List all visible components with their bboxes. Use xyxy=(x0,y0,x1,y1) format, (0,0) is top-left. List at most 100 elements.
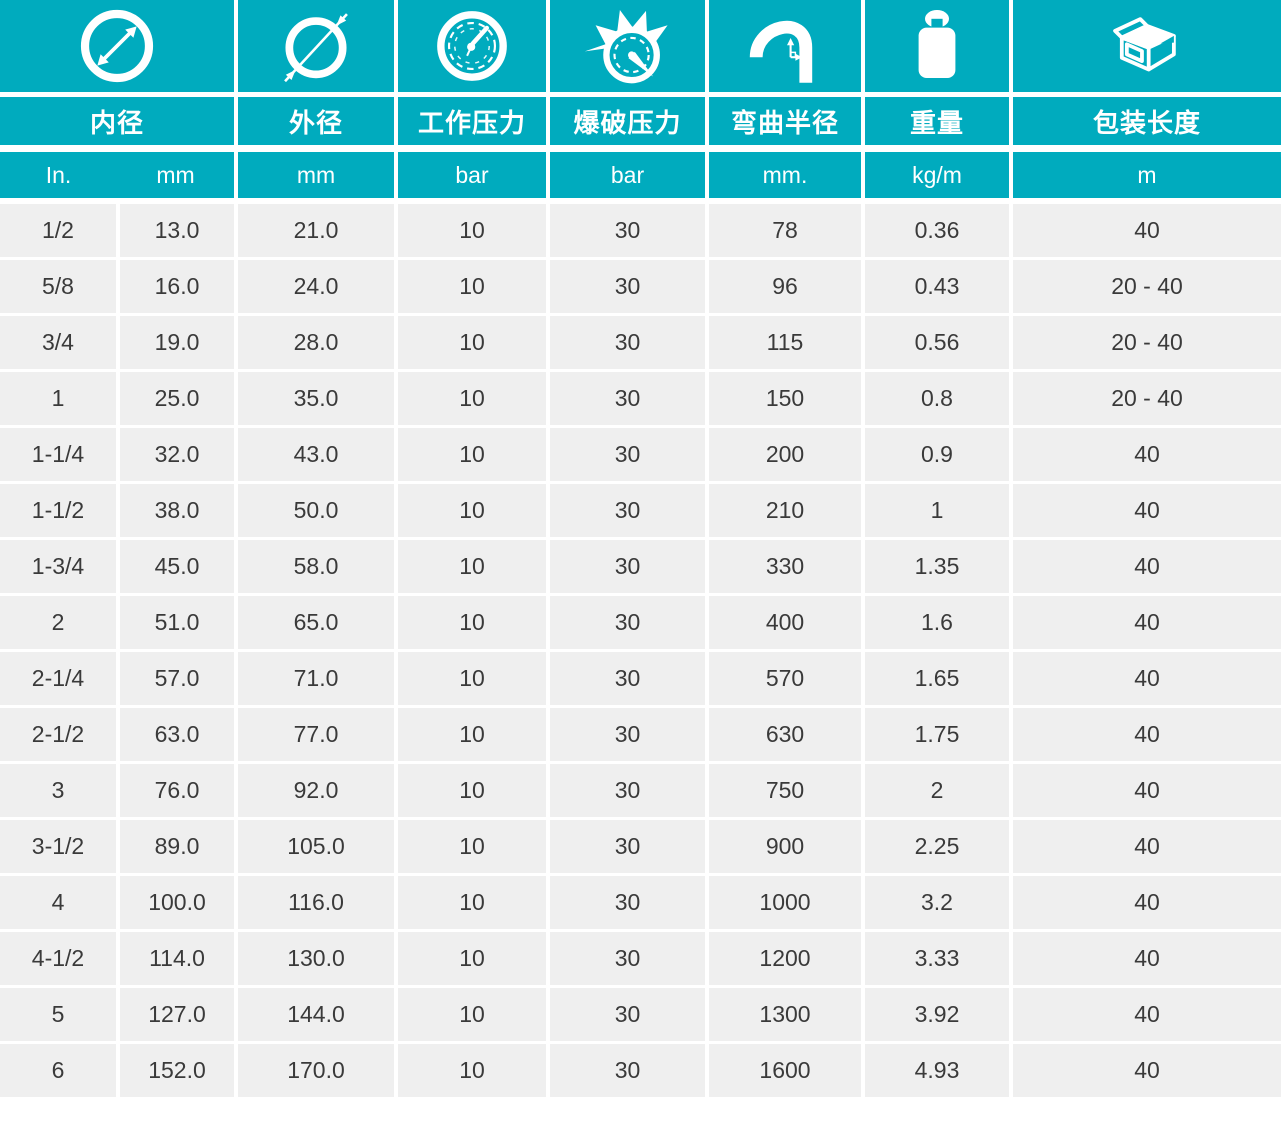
table-row: 1/2 13.0 21.0 10 30 78 0.36 40 xyxy=(0,204,1281,257)
table-cell: 25.0 xyxy=(120,372,234,425)
table-row: 5 127.0 144.0 10 30 1300 3.92 40 xyxy=(0,988,1281,1041)
table-cell: 10 xyxy=(398,932,546,985)
burst-pressure-icon xyxy=(584,10,668,84)
table-cell: 3 xyxy=(0,764,116,817)
table-cell: 1.6 xyxy=(865,596,1009,649)
table-cell: 40 xyxy=(1013,820,1281,873)
table-cell: 10 xyxy=(398,1044,546,1097)
table-cell: 114.0 xyxy=(120,932,234,985)
table-cell: 10 xyxy=(398,652,546,705)
table-row: 1-1/2 38.0 50.0 10 30 210 1 40 xyxy=(0,484,1281,537)
table-cell: 10 xyxy=(398,988,546,1041)
table-row: 3 76.0 92.0 10 30 750 2 40 xyxy=(0,764,1281,817)
column-header-label: 工作压力 xyxy=(417,107,526,138)
table-cell: 40 xyxy=(1013,652,1281,705)
table-cell: 5/8 xyxy=(0,260,116,313)
table-cell: 900 xyxy=(709,820,861,873)
column-header-burst-pressure: 爆破压力 xyxy=(550,97,705,145)
table-cell: 10 xyxy=(398,372,546,425)
table-cell: 35.0 xyxy=(238,372,394,425)
table-cell: 40 xyxy=(1013,1044,1281,1097)
table-cell: 10 xyxy=(398,764,546,817)
column-header-working-pressure: 工作压力 xyxy=(398,97,546,145)
table-cell: 2-1/2 xyxy=(0,708,116,761)
table-cell: 57.0 xyxy=(120,652,234,705)
table-cell: 30 xyxy=(550,764,705,817)
table-cell: 210 xyxy=(709,484,861,537)
table-cell: 43.0 xyxy=(238,428,394,481)
bend-radius-icon xyxy=(749,20,813,83)
table-cell: 51.0 xyxy=(120,596,234,649)
table-cell: 30 xyxy=(550,652,705,705)
table-cell: 3.92 xyxy=(865,988,1009,1041)
unit-cell-weight: kg/m xyxy=(865,152,1009,198)
table-cell: 3.2 xyxy=(865,876,1009,929)
outer-diameter-icon xyxy=(284,13,348,83)
table-cell: 0.43 xyxy=(865,260,1009,313)
table-cell: 10 xyxy=(398,596,546,649)
table-cell: 30 xyxy=(550,260,705,313)
packing-length-icon-cell xyxy=(1013,0,1281,92)
table-cell: 4-1/2 xyxy=(0,932,116,985)
table-cell: 1-1/4 xyxy=(0,428,116,481)
table-cell: 0.36 xyxy=(865,204,1009,257)
outer-diameter-icon-cell xyxy=(238,0,394,92)
table-row: 2-1/2 63.0 77.0 10 30 630 1.75 40 xyxy=(0,708,1281,761)
table-cell: 10 xyxy=(398,428,546,481)
column-header-label: 内径 xyxy=(89,107,144,138)
table-cell: 1 xyxy=(0,372,116,425)
table-row: 1-3/4 45.0 58.0 10 30 330 1.35 40 xyxy=(0,540,1281,593)
table-cell: 92.0 xyxy=(238,764,394,817)
unit-cell-inner-diameter: In. mm xyxy=(0,152,234,198)
table-cell: 30 xyxy=(550,876,705,929)
table-cell: 58.0 xyxy=(238,540,394,593)
table-row: 4-1/2 114.0 130.0 10 30 1200 3.33 40 xyxy=(0,932,1281,985)
table-cell: 63.0 xyxy=(120,708,234,761)
column-header-inner-diameter: 内径 xyxy=(0,97,234,145)
table-cell: 20 - 40 xyxy=(1013,372,1281,425)
table-cell: 40 xyxy=(1013,876,1281,929)
table-row: 3-1/2 89.0 105.0 10 30 900 2.25 40 xyxy=(0,820,1281,873)
working-pressure-icon-cell xyxy=(398,0,546,92)
table-cell: 1600 xyxy=(709,1044,861,1097)
table-cell: 10 xyxy=(398,316,546,369)
header-row: 内径 外径 工作压力 爆破压力 弯曲半径 重量 包装长度 xyxy=(0,97,1281,145)
table-cell: 76.0 xyxy=(120,764,234,817)
table-cell: 30 xyxy=(550,820,705,873)
table-cell: 10 xyxy=(398,260,546,313)
table-cell: 96 xyxy=(709,260,861,313)
table-cell: 1.35 xyxy=(865,540,1009,593)
table-cell: 400 xyxy=(709,596,861,649)
column-header-label: 外径 xyxy=(288,107,343,138)
unit-label-mm: mm xyxy=(156,161,195,188)
table-cell: 4 xyxy=(0,876,116,929)
table-cell: 32.0 xyxy=(120,428,234,481)
unit-cell-working-pressure: bar xyxy=(398,152,546,198)
column-header-outer-diameter: 外径 xyxy=(238,97,394,145)
table-cell: 10 xyxy=(398,708,546,761)
table-cell: 1 xyxy=(865,484,1009,537)
table-cell: 170.0 xyxy=(238,1044,394,1097)
table-cell: 50.0 xyxy=(238,484,394,537)
unit-cell-packing-length: m xyxy=(1013,152,1281,198)
table-cell: 630 xyxy=(709,708,861,761)
table-cell: 3.33 xyxy=(865,932,1009,985)
table-cell: 0.56 xyxy=(865,316,1009,369)
table-cell: 40 xyxy=(1013,428,1281,481)
table-cell: 3/4 xyxy=(0,316,116,369)
table-cell: 1/2 xyxy=(0,204,116,257)
table-row: 5/8 16.0 24.0 10 30 96 0.43 20 - 40 xyxy=(0,260,1281,313)
table-cell: 2-1/4 xyxy=(0,652,116,705)
table-cell: 30 xyxy=(550,428,705,481)
working-pressure-icon xyxy=(437,11,507,81)
burst-pressure-icon-cell xyxy=(550,0,705,92)
table-cell: 40 xyxy=(1013,932,1281,985)
table-cell: 0.8 xyxy=(865,372,1009,425)
table-cell: 20 - 40 xyxy=(1013,316,1281,369)
unit-cell-outer-diameter: mm xyxy=(238,152,394,198)
column-header-label: 爆破压力 xyxy=(573,107,682,138)
table-cell: 10 xyxy=(398,204,546,257)
table-row: 3/4 19.0 28.0 10 30 115 0.56 20 - 40 xyxy=(0,316,1281,369)
table-cell: 0.9 xyxy=(865,428,1009,481)
unit-row: In. mm mm bar bar mm. kg/m m xyxy=(0,152,1281,198)
